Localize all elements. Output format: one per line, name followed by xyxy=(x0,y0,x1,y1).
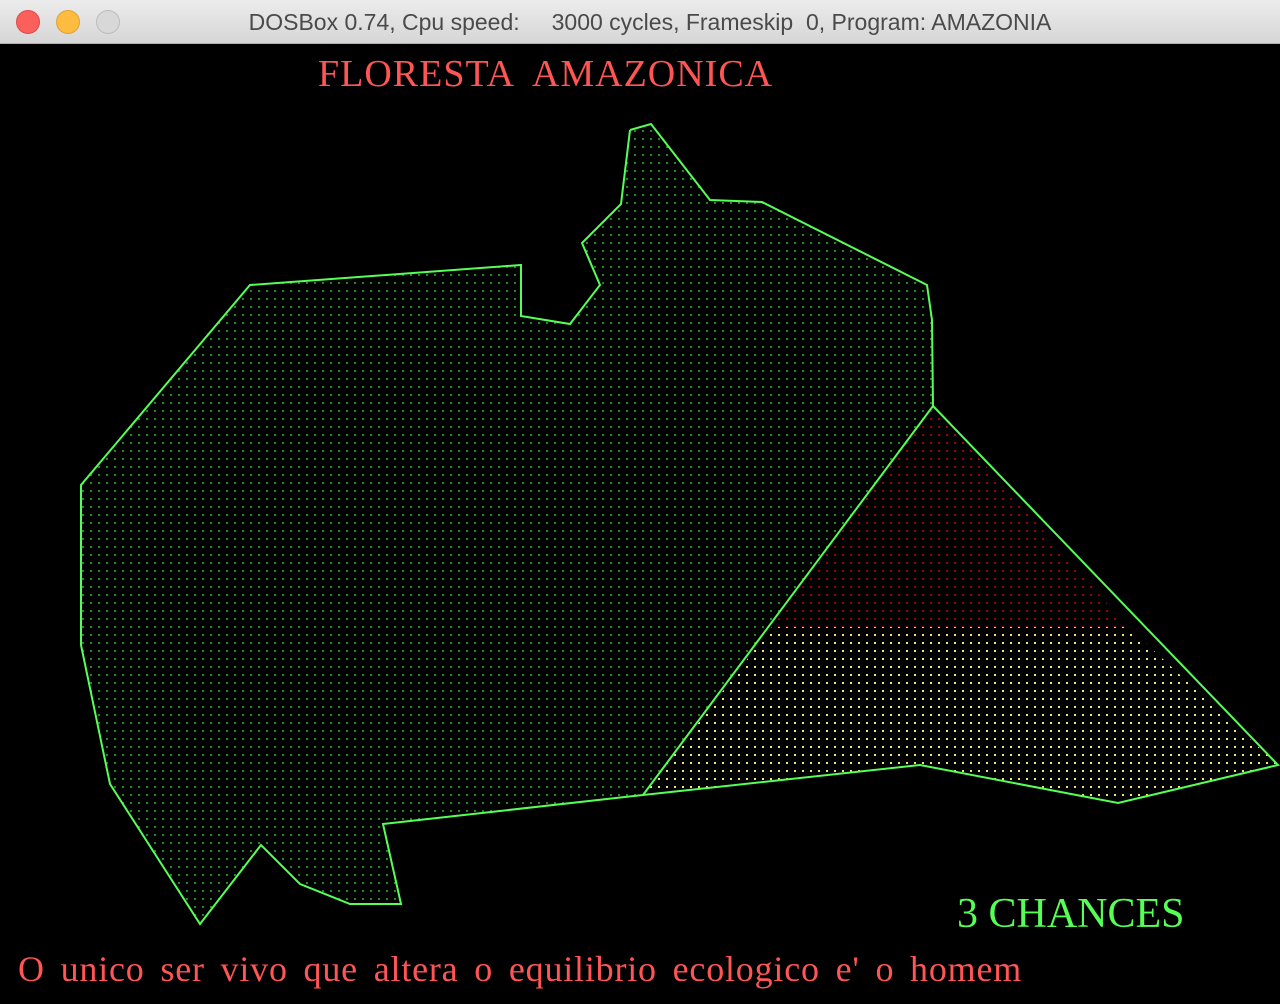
burned-region xyxy=(772,406,1128,627)
maximize-button[interactable] xyxy=(96,10,120,34)
close-button[interactable] xyxy=(16,10,40,34)
chances-counter: 3 CHANCES xyxy=(957,891,1185,937)
minimize-button[interactable] xyxy=(56,10,80,34)
map-outline xyxy=(80,122,1280,926)
forest-map xyxy=(80,122,1280,926)
game-heading: FLORESTA AMAZONICA xyxy=(318,53,774,95)
deforestation-line xyxy=(642,405,934,796)
cleared-region xyxy=(643,627,1278,803)
game-screen: FLORESTA AMAZONICA 3 CHANCES O unico ser… xyxy=(0,44,1280,1004)
game-message: O unico ser vivo que altera o equilibrio… xyxy=(18,949,1023,989)
window-title: DOSBox 0.74, Cpu speed: 3000 cycles, Fra… xyxy=(248,9,1052,35)
forest-region xyxy=(81,124,933,924)
window-titlebar: DOSBox 0.74, Cpu speed: 3000 cycles, Fra… xyxy=(0,0,1280,44)
